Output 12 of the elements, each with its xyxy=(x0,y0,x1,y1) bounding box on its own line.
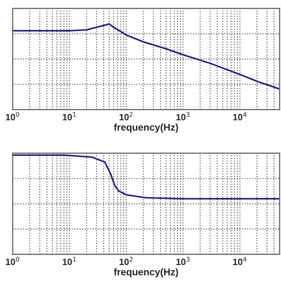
x-tick-label: 10$^{2}$ xyxy=(120,256,133,266)
x-tick-label: 10$^{4}$ xyxy=(233,112,246,120)
x-tick-label: 10$^{0}$ xyxy=(6,112,20,120)
x-tick-label: 10$^{1}$ xyxy=(62,112,76,120)
x-tick-label: 10$^{0}$ xyxy=(6,256,20,266)
x-tick-label: 10$^{3}$ xyxy=(176,256,190,266)
x-tick-label: 10$^{1}$ xyxy=(62,256,76,266)
x-tick-label: 10$^{2}$ xyxy=(120,112,133,120)
x-tick-label: 10$^{3}$ xyxy=(176,112,190,120)
x-tick-label: 10$^{4}$ xyxy=(233,256,246,266)
x-axis-title: frequency(Hz) xyxy=(114,124,178,133)
x-axis-title: frequency(Hz) xyxy=(114,268,178,278)
